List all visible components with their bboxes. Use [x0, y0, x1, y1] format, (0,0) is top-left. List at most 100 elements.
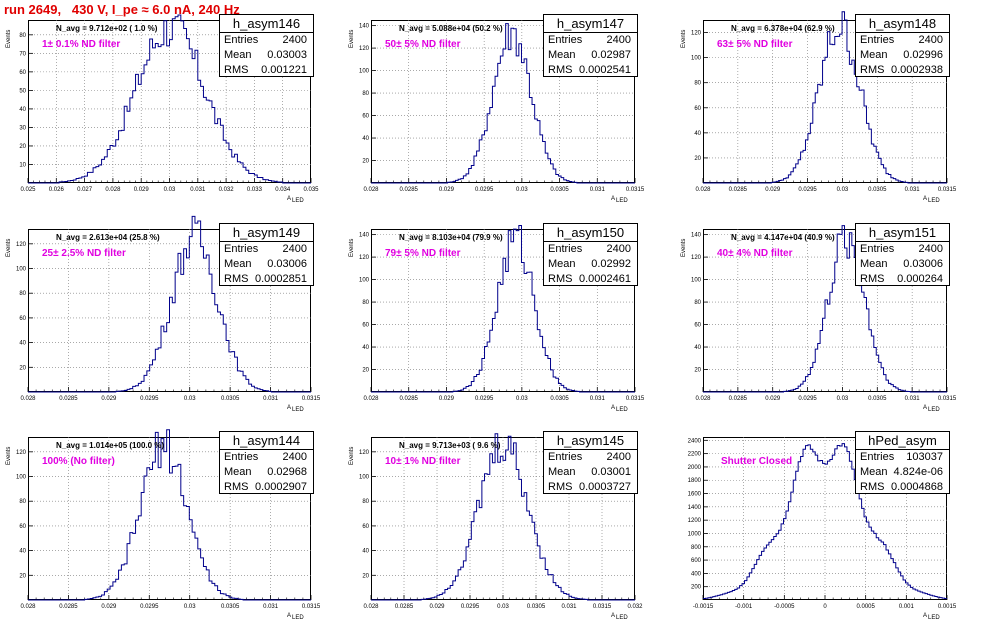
- y-tick-label: 100: [359, 69, 370, 75]
- stats-row-mean: Mean 0.02996: [856, 48, 949, 63]
- stats-label-mean: Mean: [548, 466, 576, 478]
- x-tick-label: 0.031: [190, 187, 206, 193]
- stats-value-entries: 2400: [282, 451, 307, 463]
- navg-label: N_avg = 2.613e+04 (25.8 %): [56, 233, 160, 242]
- x-tick-label: 0.029: [439, 187, 455, 193]
- stats-value-rms: 0.0002461: [579, 273, 631, 285]
- histogram-panel: 0.028 0.0285 0.029 0.0295 0.03 0.0305 0.031 0.0…: [349, 14, 645, 204]
- stats-value-entries: 103037: [906, 451, 943, 463]
- histogram-panel: 0.028 0.0285 0.029 0.0295 0.03 0.0305 0.031 0.0…: [6, 429, 321, 621]
- stats-label-rms: RMS: [224, 481, 249, 493]
- stats-value-entries: 2400: [282, 34, 307, 46]
- x-tick-label: -0.0015: [693, 604, 714, 610]
- stats-label-mean: Mean: [860, 466, 888, 478]
- y-tick-label: 40: [19, 341, 26, 347]
- x-tick-label: 0.03: [184, 396, 196, 402]
- y-tick-label: 100: [691, 56, 702, 62]
- stats-label-entries: Entries: [224, 34, 259, 46]
- x-tick-label: 0.028: [105, 187, 121, 193]
- x-axis-title: A: [287, 613, 291, 619]
- y-tick-label: 20: [694, 368, 701, 374]
- y-axis-title: Events: [681, 30, 687, 48]
- stats-row-mean: Mean 0.02987: [544, 48, 637, 63]
- y-tick-label: 140: [359, 233, 370, 239]
- y-tick-label: 1400: [688, 505, 702, 511]
- y-tick-label: 120: [359, 46, 370, 52]
- stats-value-rms: 0.0002938: [891, 64, 943, 76]
- filter-label: 50± 5% ND filter: [385, 39, 461, 50]
- x-tick-label: 0.029: [101, 604, 117, 610]
- histogram-panel: -0.0015 -0.001 -0.0005 0 0.0005 0.001 0.0015 20…: [688, 431, 957, 621]
- x-tick-label: 0.034: [275, 187, 291, 193]
- stats-label-entries: Entries: [860, 34, 895, 46]
- y-tick-label: 40: [362, 345, 369, 351]
- stats-box: h_asym146 Entries 2400 Mean 0.03003 RMS 0.0012…: [219, 14, 314, 77]
- stats-value-entries: 2400: [606, 34, 631, 46]
- stats-box: h_asym150 Entries 2400 Mean 0.02992 RMS 0.0002…: [543, 223, 638, 286]
- x-tick-label: 0.0295: [798, 396, 817, 402]
- stats-label-rms: RMS: [860, 273, 885, 285]
- y-tick-label: 60: [694, 323, 701, 329]
- histogram-line: [371, 225, 635, 393]
- x-axis-title: A: [611, 405, 615, 411]
- x-tick-label: 0.0295: [475, 187, 494, 193]
- y-tick-label: 800: [691, 545, 702, 551]
- x-tick-label: 0.028: [20, 396, 36, 402]
- x-tick-label: 0.0315: [302, 604, 321, 610]
- x-tick-label: 0.035: [303, 187, 319, 193]
- stats-value-mean: 0.02968: [267, 466, 307, 478]
- y-axis-title: Events: [349, 30, 355, 48]
- histogram-line: [28, 14, 311, 184]
- filter-label: 40± 4% ND filter: [717, 248, 793, 259]
- navg-label: N_avg = 1.014e+05 (100.0 %): [56, 441, 165, 450]
- histogram-line: [703, 225, 947, 393]
- y-tick-label: 10: [19, 162, 26, 168]
- y-axis-title: Events: [349, 239, 355, 257]
- x-axis-title: A: [611, 613, 615, 619]
- x-tick-label: 0.03: [184, 604, 196, 610]
- x-tick-label: 0.028: [363, 187, 379, 193]
- filter-label: 10± 1% ND filter: [385, 456, 461, 467]
- y-tick-label: 60: [362, 524, 369, 530]
- stats-value-rms: 0.000264: [897, 273, 943, 285]
- stats-row-mean: Mean 0.03003: [220, 48, 313, 63]
- stats-row-mean: Mean 4.824e-06: [856, 465, 949, 480]
- stats-box: hPed_asym Entries 103037 Mean 4.824e-06 RMS 0.…: [855, 431, 950, 494]
- y-tick-label: 120: [359, 255, 370, 261]
- stats-box: h_asym144 Entries 2400 Mean 0.02968 RMS 0.0002…: [219, 431, 314, 494]
- y-tick-label: 140: [359, 24, 370, 30]
- stats-label-mean: Mean: [224, 49, 252, 61]
- stats-value-entries: 2400: [282, 243, 307, 255]
- histogram-svg: 0.028 0.0285 0.029 0.0295 0.03 0.0305 0.031 0.0…: [681, 225, 957, 413]
- stats-row-entries: Entries 2400: [220, 242, 313, 257]
- histogram-svg: 0.028 0.0285 0.029 0.0295 0.03 0.0305 0.031 0.0…: [349, 20, 645, 204]
- stats-box: h_asym147 Entries 2400 Mean 0.02987 RMS 0.0002…: [543, 14, 638, 77]
- x-tick-label: 0.03: [516, 187, 528, 193]
- stats-value-entries: 2400: [606, 243, 631, 255]
- y-tick-label: 2200: [688, 452, 702, 458]
- y-tick-label: 200: [691, 585, 702, 591]
- y-tick-label: 70: [19, 51, 26, 57]
- x-axis-title-sub: LED: [928, 407, 940, 413]
- x-tick-label: 0.0285: [59, 604, 78, 610]
- x-axis-title: A: [611, 196, 615, 202]
- x-tick-label: -0.001: [735, 604, 753, 610]
- y-tick-label: 2400: [688, 438, 702, 444]
- x-axis-title-sub: LED: [616, 407, 628, 413]
- x-axis-title: A: [923, 405, 927, 411]
- stats-label-rms: RMS: [224, 273, 249, 285]
- x-tick-label: 0.028: [363, 396, 379, 402]
- y-tick-label: 30: [19, 125, 26, 131]
- stats-label-rms: RMS: [548, 481, 573, 493]
- y-tick-label: 2000: [688, 465, 702, 471]
- stats-label-entries: Entries: [548, 34, 583, 46]
- stats-title: h_asym148: [856, 15, 949, 33]
- x-tick-label: 0.029: [439, 396, 455, 402]
- stats-label-mean: Mean: [224, 466, 252, 478]
- y-tick-label: 400: [691, 571, 702, 577]
- stats-value-rms: 0.001221: [261, 64, 307, 76]
- histogram-panel: 0.028 0.0285 0.029 0.0295 0.03 0.0305 0.031 0.0…: [349, 431, 643, 621]
- stats-value-rms: 0.0002541: [579, 64, 631, 76]
- run-title: run 2649, 430 V, I_pe ≈ 6.0 nA, 240 Hz: [4, 2, 240, 17]
- x-axis-title-sub: LED: [292, 615, 304, 621]
